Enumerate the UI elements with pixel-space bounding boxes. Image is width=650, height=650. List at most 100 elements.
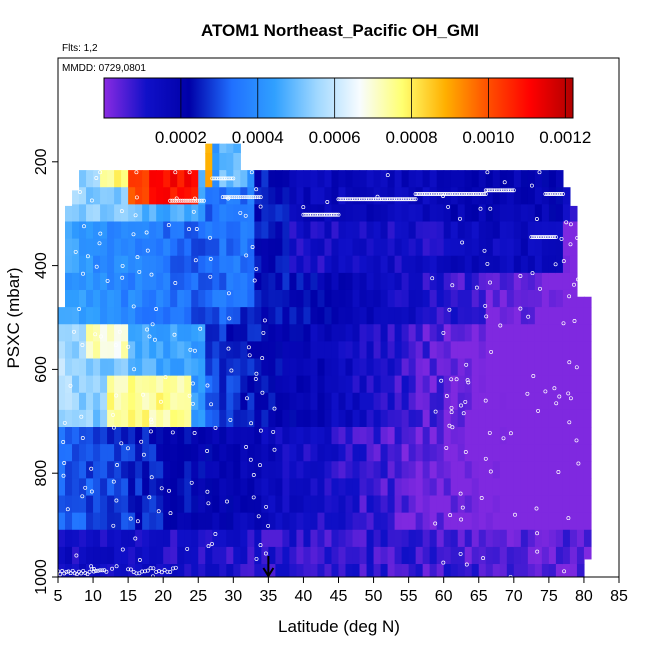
heatmap-cell [100, 187, 108, 205]
heatmap-cell [72, 529, 80, 548]
heatmap-cell [86, 238, 94, 257]
heatmap-cell [492, 564, 501, 577]
heatmap-cell [324, 341, 333, 360]
heatmap-cell [443, 272, 452, 291]
heatmap-cell [457, 461, 466, 479]
track-point [100, 568, 105, 573]
heatmap-cell [366, 358, 375, 377]
heatmap-cell [163, 170, 171, 188]
track-point [489, 349, 494, 354]
heatmap-cell [303, 461, 312, 479]
heatmap-cell [184, 564, 192, 577]
heatmap-cell [443, 409, 452, 428]
heatmap-cell [114, 221, 122, 240]
heatmap-cell [219, 564, 227, 577]
heatmap-cell [100, 495, 108, 514]
x-tick-label: 55 [400, 588, 418, 605]
heatmap-cell [254, 221, 262, 240]
heatmap-cell [261, 392, 269, 411]
track-point [87, 569, 92, 574]
heatmap-cell [198, 358, 206, 377]
heatmap-cell [324, 358, 333, 377]
track-point [89, 567, 94, 572]
track-point [336, 212, 341, 217]
heatmap-cell [282, 255, 291, 274]
heatmap-cell [464, 529, 473, 548]
heatmap-cell [352, 546, 361, 565]
heatmap-cell [128, 495, 136, 514]
heatmap-cell [324, 529, 333, 548]
heatmap-cell [457, 495, 466, 514]
heatmap-cell [373, 564, 382, 577]
heatmap-cell [387, 427, 396, 445]
heatmap-cell [212, 564, 220, 577]
heatmap-cell [436, 187, 445, 205]
heatmap-cell [205, 204, 213, 223]
heatmap-cell [72, 564, 80, 577]
heatmap-cell [219, 409, 227, 428]
heatmap-cell [324, 255, 333, 274]
heatmap-cell [114, 478, 122, 497]
heatmap-cell [198, 478, 206, 497]
heatmap-cell [485, 272, 494, 291]
heatmap-cell [107, 495, 115, 514]
heatmap-cell [513, 170, 522, 188]
heatmap-cell [303, 495, 312, 514]
track-point [488, 206, 493, 211]
track-point [93, 332, 98, 337]
heatmap-cell [79, 221, 87, 240]
heatmap-cell [247, 375, 255, 394]
heatmap-cell [142, 529, 150, 548]
heatmap-cell [541, 409, 550, 428]
heatmap-cell [394, 529, 403, 548]
heatmap-cell [324, 375, 333, 394]
heatmap-cell [198, 375, 206, 394]
heatmap-cell [191, 187, 199, 205]
heatmap-cell [282, 187, 291, 205]
heatmap-cell [464, 170, 473, 188]
heatmap-cell [233, 358, 241, 377]
heatmap-cell [380, 358, 389, 377]
track-point [226, 346, 231, 351]
heatmap-cell [583, 341, 592, 360]
heatmap-cell [79, 392, 87, 411]
track-point [70, 568, 75, 573]
heatmap-cell [555, 255, 564, 274]
heatmap-cell [562, 255, 571, 274]
heatmap-cell [198, 461, 206, 479]
heatmap-cell [408, 204, 417, 223]
heatmap-cell [352, 409, 361, 428]
heatmap-cell [429, 187, 438, 205]
track-point [529, 183, 534, 188]
heatmap-cell [583, 307, 592, 325]
heatmap-cell [170, 529, 178, 548]
track-point [227, 316, 232, 321]
heatmap-cell [282, 272, 291, 291]
heatmap-cell [359, 324, 368, 342]
heatmap-cell [471, 461, 480, 479]
heatmap-cell [345, 444, 354, 462]
heatmap-cell [429, 170, 438, 188]
heatmap-cell [338, 444, 347, 462]
track-point [94, 176, 99, 180]
track-point [226, 196, 231, 201]
heatmap-cell [324, 221, 333, 240]
heatmap-cell [289, 221, 298, 240]
track-point [62, 461, 67, 465]
heatmap-cell [562, 238, 571, 257]
heatmap-cell [261, 546, 269, 565]
heatmap-cell [135, 409, 143, 428]
heatmap-cell [352, 238, 361, 257]
heatmap-cell [261, 444, 269, 462]
heatmap-cell [359, 529, 368, 548]
heatmap-cell [310, 409, 319, 428]
track-point [111, 412, 115, 417]
heatmap-cell [296, 529, 305, 548]
heatmap-cell [107, 444, 115, 462]
heatmap-cell [492, 255, 501, 274]
heatmap-cell [457, 341, 466, 360]
heatmap-cell [499, 307, 508, 325]
colorbar-tick-label: 0.0008 [386, 128, 438, 147]
track-point [249, 170, 254, 175]
track-point [553, 262, 558, 267]
